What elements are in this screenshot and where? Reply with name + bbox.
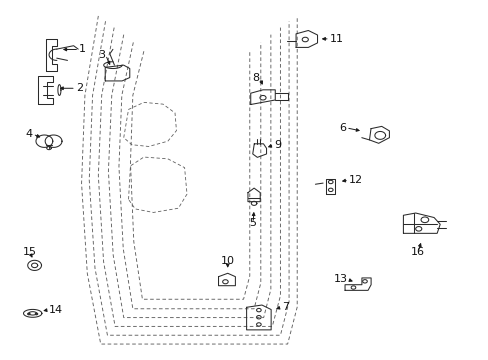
Circle shape (35, 313, 38, 315)
Text: 10: 10 (220, 256, 234, 266)
Text: 5: 5 (249, 218, 256, 228)
Text: 7: 7 (281, 302, 288, 312)
Text: 15: 15 (23, 247, 37, 257)
Text: 3: 3 (98, 50, 105, 60)
Text: 4: 4 (25, 129, 33, 139)
Circle shape (27, 313, 30, 315)
Text: 12: 12 (348, 175, 363, 185)
Text: 11: 11 (329, 34, 343, 44)
Text: 8: 8 (252, 73, 259, 83)
Text: 16: 16 (410, 247, 424, 257)
Text: 2: 2 (76, 83, 83, 93)
Text: 14: 14 (49, 305, 63, 315)
Text: 6: 6 (338, 123, 346, 133)
Text: 1: 1 (79, 45, 86, 54)
Text: 13: 13 (333, 274, 347, 284)
Text: 9: 9 (274, 140, 281, 150)
